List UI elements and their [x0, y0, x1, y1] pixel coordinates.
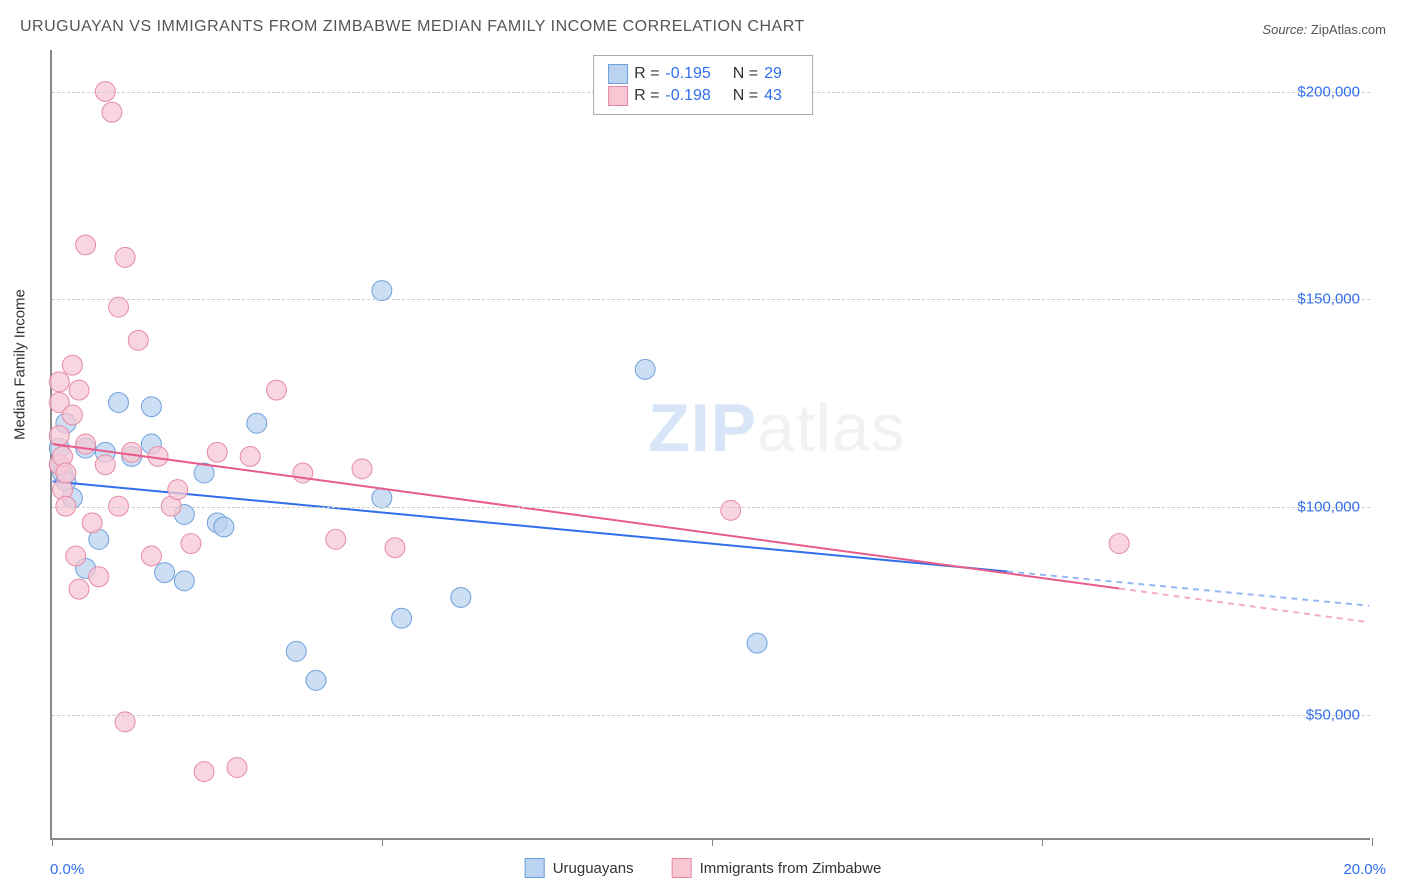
x-tick-mark: [382, 838, 383, 846]
data-point: [247, 413, 267, 433]
data-point: [128, 330, 148, 350]
data-point: [66, 546, 86, 566]
data-point: [194, 762, 214, 782]
chart-title: URUGUAYAN VS IMMIGRANTS FROM ZIMBABWE ME…: [20, 18, 805, 36]
data-point: [240, 446, 260, 466]
data-point: [155, 563, 175, 583]
data-point: [62, 355, 82, 375]
legend-correlation-row: R = -0.195 N = 29: [608, 64, 798, 84]
y-tick-label: $100,000: [1297, 499, 1360, 516]
gridline: [52, 715, 1370, 716]
data-point: [326, 529, 346, 549]
legend-series-item: Immigrants from Zimbabwe: [672, 858, 882, 878]
data-point: [115, 247, 135, 267]
data-point: [451, 587, 471, 607]
data-point: [95, 455, 115, 475]
legend-correlation-row: R = -0.198 N = 43: [608, 86, 798, 106]
data-point: [721, 500, 741, 520]
legend-swatch: [608, 64, 628, 84]
data-point: [56, 463, 76, 483]
x-max-label: 20.0%: [1343, 861, 1386, 878]
data-point: [62, 405, 82, 425]
data-point: [214, 517, 234, 537]
r-value: -0.195: [665, 65, 710, 83]
data-point: [352, 459, 372, 479]
chart-container: URUGUAYAN VS IMMIGRANTS FROM ZIMBABWE ME…: [0, 0, 1406, 892]
data-point: [102, 102, 122, 122]
data-point: [392, 608, 412, 628]
n-value: 29: [764, 65, 782, 83]
source-attribution: Source: ZipAtlas.com: [1262, 22, 1386, 37]
plot-svg: [52, 50, 1370, 838]
data-point: [747, 633, 767, 653]
r-value: -0.198: [665, 87, 710, 105]
data-point: [267, 380, 287, 400]
data-point: [141, 397, 161, 417]
r-label: R =: [634, 65, 659, 83]
data-point: [69, 579, 89, 599]
legend-swatch: [672, 858, 692, 878]
data-point: [306, 670, 326, 690]
data-point: [122, 442, 142, 462]
data-point: [89, 567, 109, 587]
source-label: Source:: [1262, 22, 1307, 37]
data-point: [82, 513, 102, 533]
n-value: 43: [764, 87, 782, 105]
legend-swatch: [608, 86, 628, 106]
x-tick-mark: [1372, 838, 1373, 846]
data-point: [372, 488, 392, 508]
legend-series-label: Immigrants from Zimbabwe: [700, 860, 882, 877]
regression-line: [53, 481, 1008, 571]
data-point: [56, 496, 76, 516]
data-point: [76, 434, 96, 454]
data-point: [141, 546, 161, 566]
y-tick-label: $200,000: [1297, 83, 1360, 100]
r-label: R =: [634, 87, 659, 105]
data-point: [181, 534, 201, 554]
n-label: N =: [733, 87, 758, 105]
data-point: [174, 571, 194, 591]
data-point: [207, 442, 227, 462]
data-point: [372, 281, 392, 301]
gridline: [52, 299, 1370, 300]
y-tick-label: $150,000: [1297, 291, 1360, 308]
regression-line-extrapolated: [1119, 588, 1369, 622]
plot-area: ZIPatlas $50,000$100,000$150,000$200,000: [50, 50, 1370, 840]
legend-series: Uruguayans Immigrants from Zimbabwe: [511, 858, 896, 878]
legend-series-item: Uruguayans: [525, 858, 634, 878]
data-point: [109, 496, 129, 516]
data-point: [49, 372, 69, 392]
data-point: [49, 426, 69, 446]
data-point: [1109, 534, 1129, 554]
data-point: [293, 463, 313, 483]
data-point: [69, 380, 89, 400]
source-value: ZipAtlas.com: [1311, 22, 1386, 37]
x-tick-mark: [52, 838, 53, 846]
y-tick-label: $50,000: [1306, 707, 1360, 724]
data-point: [635, 359, 655, 379]
data-point: [227, 758, 247, 778]
data-point: [168, 480, 188, 500]
x-tick-mark: [712, 838, 713, 846]
regression-line-extrapolated: [1007, 572, 1369, 606]
data-point: [109, 393, 129, 413]
y-axis-title: Median Family Income: [12, 289, 29, 440]
legend-series-label: Uruguayans: [553, 860, 634, 877]
data-point: [76, 235, 96, 255]
x-min-label: 0.0%: [50, 861, 84, 878]
n-label: N =: [733, 65, 758, 83]
x-tick-mark: [1042, 838, 1043, 846]
gridline: [52, 507, 1370, 508]
legend-correlation: R = -0.195 N = 29 R = -0.198 N = 43: [593, 55, 813, 115]
data-point: [286, 641, 306, 661]
legend-swatch: [525, 858, 545, 878]
data-point: [385, 538, 405, 558]
